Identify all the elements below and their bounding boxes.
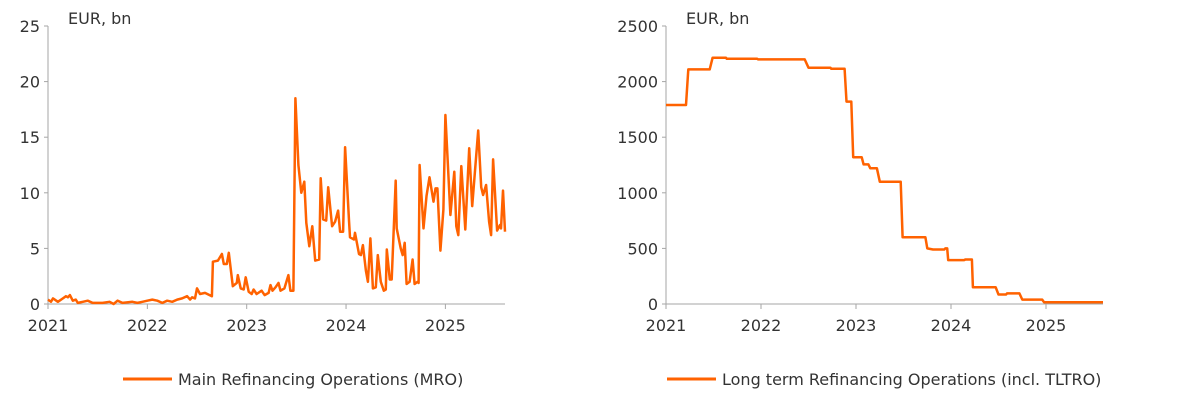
y-tick-label: 20 xyxy=(20,73,40,92)
y-tick-label: 15 xyxy=(20,128,40,147)
y-tick-label: 25 xyxy=(20,17,40,36)
series-line xyxy=(666,56,1103,304)
x-tick-label: 2025 xyxy=(1026,316,1067,335)
y-tick-label: 5 xyxy=(30,239,40,258)
y-tick-label: 1000 xyxy=(617,184,658,203)
x-tick-label: 2023 xyxy=(836,316,877,335)
y-unit-label: EUR, bn xyxy=(686,9,749,28)
x-tick-label: 2024 xyxy=(931,316,972,335)
y-tick-label: 500 xyxy=(627,239,658,258)
legend: Main Refinancing Operations (MRO) xyxy=(123,370,463,389)
mro-chart-panel: EUR, bn Main Refinancing Operations (MRO… xyxy=(20,9,507,389)
y-tick-label: 1500 xyxy=(617,128,658,147)
x-tick-label: 2022 xyxy=(741,316,782,335)
y-tick-label: 2500 xyxy=(617,17,658,36)
legend-label-mro: Main Refinancing Operations (MRO) xyxy=(178,370,463,389)
x-tick-label: 2025 xyxy=(425,316,466,335)
y-tick-label: 0 xyxy=(648,295,658,314)
y-tick-label: 2000 xyxy=(617,73,658,92)
y-tick-label: 0 xyxy=(30,295,40,314)
x-tick-label: 2024 xyxy=(326,316,367,335)
x-tick-label: 2023 xyxy=(226,316,267,335)
legend-label-ltro: Long term Refinancing Operations (incl. … xyxy=(722,370,1101,389)
ltro-chart-panel: EUR, bn Long term Refinancing Operations… xyxy=(617,9,1103,389)
legend: Long term Refinancing Operations (incl. … xyxy=(667,370,1101,389)
x-tick-label: 2021 xyxy=(28,316,69,335)
x-tick-label: 2021 xyxy=(646,316,687,335)
y-unit-label: EUR, bn xyxy=(68,9,131,28)
y-tick-label: 10 xyxy=(20,184,40,203)
x-tick-label: 2022 xyxy=(127,316,168,335)
series-line xyxy=(47,97,507,306)
